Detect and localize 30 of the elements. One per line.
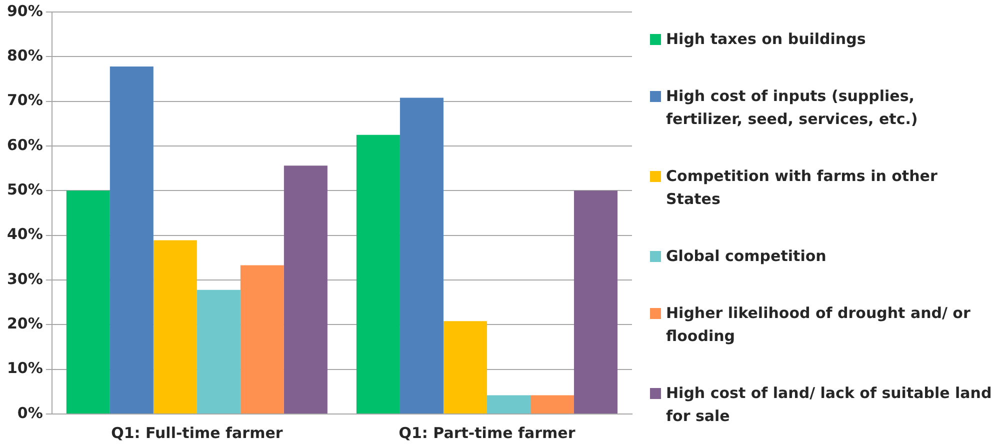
y-tick-label: 50% bbox=[6, 180, 43, 199]
legend-label: Global competition bbox=[666, 246, 826, 267]
bar bbox=[530, 395, 574, 414]
y-tick-label: 80% bbox=[6, 46, 43, 65]
x-tick-label: Q1: Full-time farmer bbox=[111, 424, 284, 442]
bar bbox=[574, 190, 618, 414]
bar bbox=[400, 98, 444, 414]
y-tick-label: 40% bbox=[6, 225, 43, 244]
y-tick-label: 30% bbox=[6, 270, 43, 288]
y-tick-label: 20% bbox=[6, 314, 43, 333]
bar bbox=[443, 321, 487, 414]
y-tick-label: 60% bbox=[6, 136, 43, 154]
legend-label: High cost of inputs (supplies, fertilizer, seed, services, etc.) bbox=[666, 86, 919, 130]
bar bbox=[66, 190, 110, 414]
y-tick-label: 10% bbox=[6, 359, 43, 378]
bar bbox=[240, 265, 284, 414]
bar bbox=[196, 290, 240, 414]
y-tick-label: 70% bbox=[6, 91, 43, 110]
legend-label: Competition with farms in other States bbox=[666, 166, 938, 210]
y-tick-label: 90% bbox=[6, 2, 43, 20]
bar bbox=[153, 240, 197, 414]
bar bbox=[284, 166, 328, 414]
bar bbox=[486, 395, 530, 414]
bar bbox=[356, 134, 400, 414]
bar bbox=[110, 66, 154, 414]
y-tick-label: 0% bbox=[17, 404, 43, 422]
legend-label: High taxes on buildings bbox=[666, 29, 866, 50]
x-tick-label: Q1: Part-time farmer bbox=[398, 424, 576, 442]
legend-label: Higher likelihood of drought and/ or flooding bbox=[666, 303, 972, 347]
legend-label: High cost of land/ lack of suitable land for sale bbox=[666, 383, 993, 427]
